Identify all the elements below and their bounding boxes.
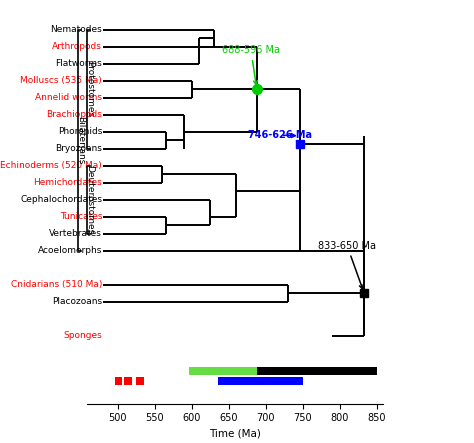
Text: Molluscs (535 Ma): Molluscs (535 Ma) xyxy=(20,76,102,85)
Text: Echinoderms (520 Ma): Echinoderms (520 Ma) xyxy=(0,161,102,170)
Text: Arthropods: Arthropods xyxy=(52,42,102,51)
Bar xyxy=(136,377,144,385)
Text: Cnidarians (510 Ma): Cnidarians (510 Ma) xyxy=(11,280,102,289)
Text: Sponges: Sponges xyxy=(64,331,102,340)
Bar xyxy=(115,377,122,385)
Text: Acoelomorphs: Acoelomorphs xyxy=(38,246,102,255)
Text: Placozoans: Placozoans xyxy=(52,297,102,306)
Bar xyxy=(124,377,132,385)
Text: Vertebrates: Vertebrates xyxy=(49,229,102,238)
Text: Bilaterians: Bilaterians xyxy=(76,116,85,164)
Text: Cephalochordates: Cephalochordates xyxy=(20,195,102,204)
X-axis label: Time (Ma): Time (Ma) xyxy=(209,429,261,439)
Text: Hemichordates: Hemichordates xyxy=(34,178,102,187)
Text: Brachiopods: Brachiopods xyxy=(46,110,102,119)
Text: 746-626 Ma: 746-626 Ma xyxy=(248,130,312,140)
Text: 833-650 Ma: 833-650 Ma xyxy=(318,241,376,289)
Bar xyxy=(189,367,257,375)
Text: Nematodes: Nematodes xyxy=(50,25,102,34)
Text: 688-596 Ma: 688-596 Ma xyxy=(222,45,280,85)
Text: Tunicates: Tunicates xyxy=(60,212,102,221)
Text: Phoronids: Phoronids xyxy=(58,127,102,136)
Text: Bryozoans: Bryozoans xyxy=(55,144,102,153)
Text: Flatworms: Flatworms xyxy=(55,59,102,68)
Bar xyxy=(218,367,377,375)
Bar xyxy=(218,377,303,385)
Text: Annelid worms: Annelid worms xyxy=(35,93,102,102)
Text: Deuterostomes: Deuterostomes xyxy=(85,165,94,234)
Text: Protostomes: Protostomes xyxy=(85,61,94,117)
